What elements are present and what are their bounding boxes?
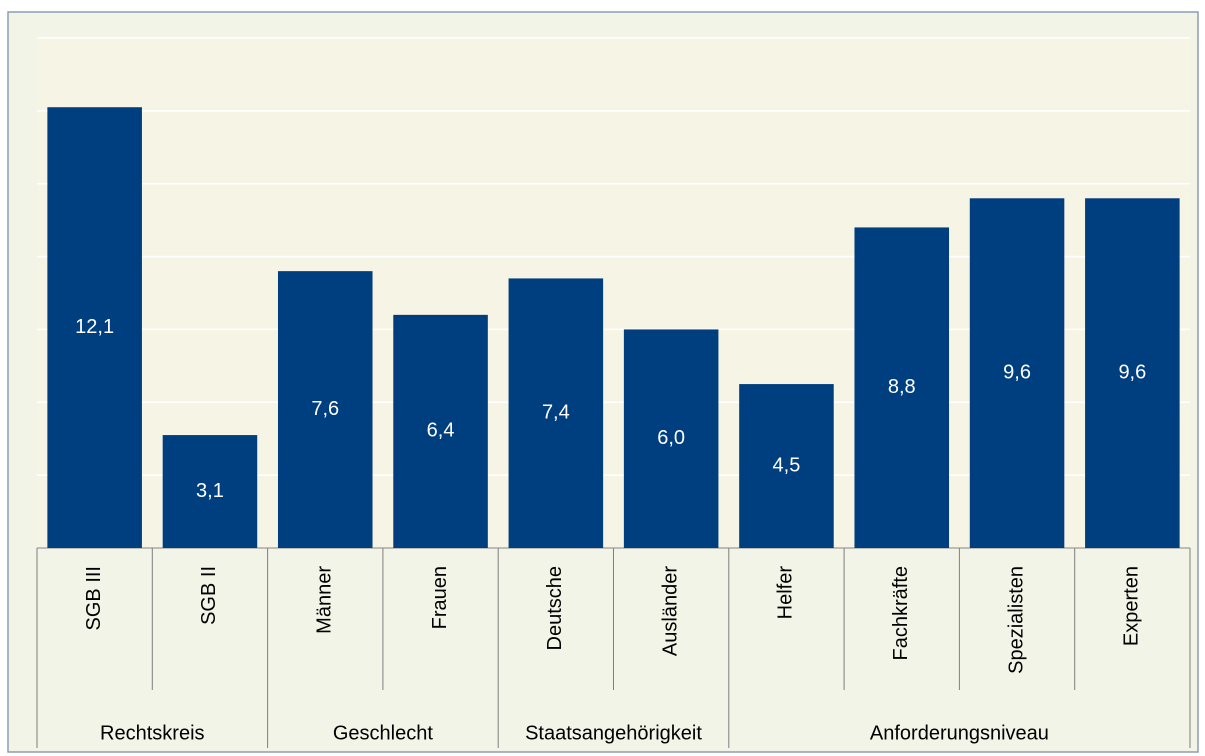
bar (508, 278, 604, 548)
bar (162, 435, 258, 548)
value-label: 7,6 (311, 398, 339, 420)
x-tick-label: Frauen (429, 566, 451, 629)
x-tick-label: Männer (314, 566, 336, 634)
group-label: Geschlecht (333, 722, 433, 744)
bar (854, 227, 950, 548)
value-label: 4,5 (773, 454, 801, 476)
value-label: 8,8 (888, 376, 916, 398)
x-tick-label: Deutsche (544, 566, 566, 651)
bar (393, 314, 488, 548)
bar (969, 198, 1065, 549)
bar (47, 107, 142, 548)
x-tick-label: Fachkräfte (890, 566, 912, 660)
bar (1085, 198, 1180, 549)
value-label: 3,1 (196, 480, 224, 502)
value-label: 12,1 (75, 316, 114, 338)
x-tick-label: SGB III (83, 566, 105, 630)
group-label: Rechtskreis (100, 722, 204, 744)
x-tick-label: Ausländer (659, 566, 681, 656)
value-label: 9,6 (1003, 361, 1031, 383)
value-label: 7,4 (542, 401, 570, 423)
x-tick-label: SGB II (198, 566, 220, 625)
group-label: Anforderungsniveau (870, 722, 1049, 744)
x-tick-label: Helfer (775, 566, 797, 620)
bar (277, 271, 373, 548)
bar (739, 384, 834, 548)
x-tick-label: Spezialisten (1005, 566, 1027, 674)
x-tick-label: Experten (1121, 566, 1143, 646)
group-label: Staatsangehörigkeit (525, 722, 702, 744)
bar (623, 329, 719, 548)
value-label: 6,0 (657, 427, 685, 449)
value-label: 6,4 (427, 420, 455, 442)
value-label: 9,6 (1118, 361, 1146, 383)
